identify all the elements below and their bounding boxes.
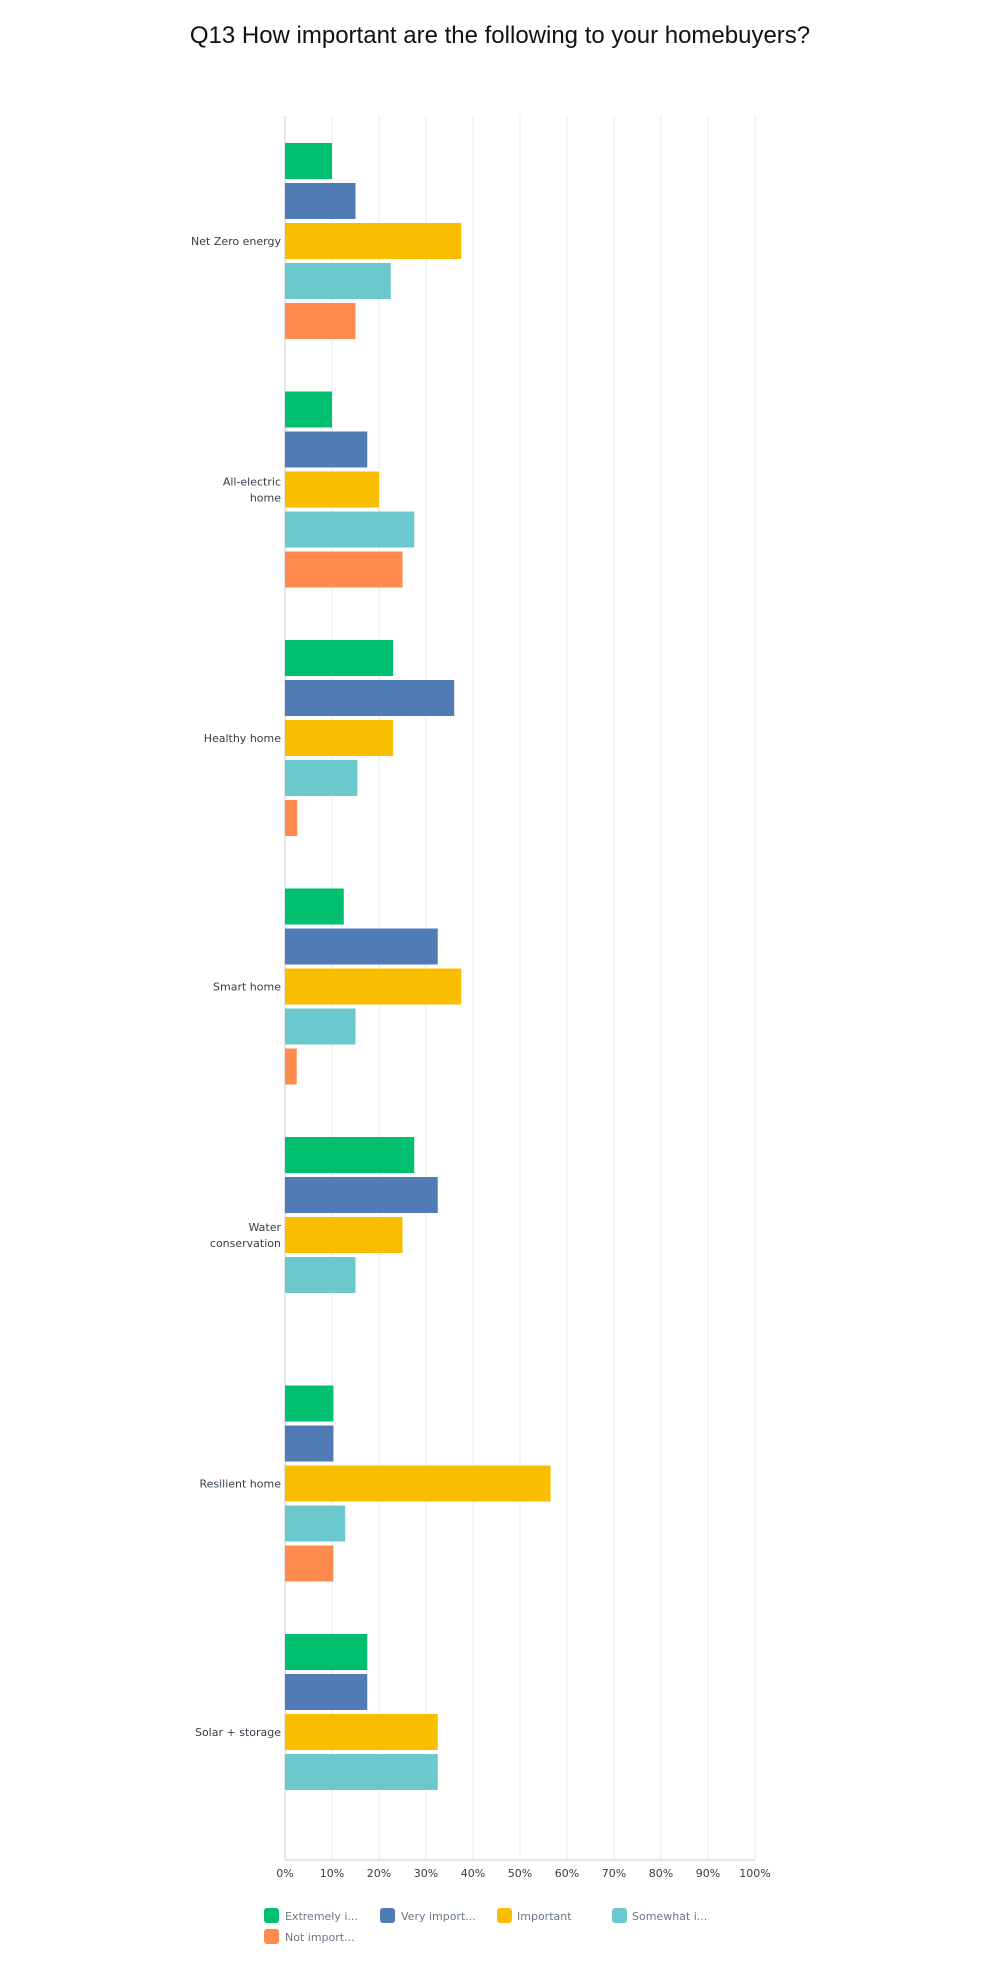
x-tick-label: 70% [602,1867,626,1880]
bar[interactable] [285,1634,368,1670]
category-label: Smart home [213,981,281,994]
bar[interactable] [285,1177,438,1213]
legend-label[interactable]: Not import... [285,1931,355,1944]
bar[interactable] [285,720,394,756]
bar[interactable] [285,1048,297,1085]
bar[interactable] [285,1545,334,1582]
legend-swatch[interactable] [264,1908,279,1923]
x-axis-ticks: 0% 10% 20% 30% 40% 50% 60% 70% 80% 90% 100% [276,1867,770,1880]
category-label: home [250,492,281,505]
x-tick-label: 80% [649,1867,673,1880]
legend-label[interactable]: Extremely i... [285,1910,358,1923]
bar[interactable] [285,1465,551,1502]
bar[interactable] [285,640,394,676]
x-tick-label: 90% [696,1867,720,1880]
bar[interactable] [285,928,438,965]
bar[interactable] [285,968,462,1005]
category-label: Water [248,1221,281,1234]
category-labels: Net Zero energy All-electric home Healthy h… [191,235,281,1739]
bar[interactable] [285,511,415,548]
bar[interactable] [285,1425,334,1462]
category-label: Healthy home [204,732,282,745]
x-tick-label: 20% [367,1867,391,1880]
category-label: Resilient home [199,1478,281,1491]
bar[interactable] [285,431,368,468]
x-tick-label: 100% [739,1867,770,1880]
bar[interactable] [285,1714,438,1750]
bar[interactable] [285,471,379,508]
bar[interactable] [285,1505,346,1542]
x-tick-label: 50% [508,1867,532,1880]
x-tick-label: 60% [555,1867,579,1880]
bar[interactable] [285,223,462,259]
legend-swatch[interactable] [264,1929,279,1944]
legend-swatch[interactable] [612,1908,627,1923]
bar[interactable] [285,1385,334,1422]
bar[interactable] [285,680,455,716]
bars [285,143,551,1790]
category-label: All-electric [223,476,281,489]
legend-swatch[interactable] [497,1908,512,1923]
bar[interactable] [285,303,356,339]
bar[interactable] [285,143,332,179]
legend-label[interactable]: Very import... [401,1910,476,1923]
x-tick-label: 0% [276,1867,293,1880]
legend-swatch[interactable] [380,1908,395,1923]
chart-title: Q13 How important are the following to y… [189,22,811,49]
category-label: conservation [210,1237,281,1250]
bar[interactable] [285,391,332,428]
bar[interactable] [285,800,298,836]
bar[interactable] [285,1674,368,1710]
bar[interactable] [285,183,356,219]
bar[interactable] [285,1754,438,1790]
bar[interactable] [285,888,344,925]
x-tick-label: 10% [320,1867,344,1880]
legend-label[interactable]: Important [517,1910,572,1923]
category-label: Net Zero energy [191,235,281,248]
x-tick-label: 40% [461,1867,485,1880]
legend-label[interactable]: Somewhat i... [632,1910,707,1923]
bar[interactable] [285,551,403,588]
bar[interactable] [285,1217,403,1253]
x-tick-label: 30% [414,1867,438,1880]
bar[interactable] [285,760,358,796]
bar[interactable] [285,1257,356,1293]
bar[interactable] [285,1137,415,1173]
bar[interactable] [285,263,391,299]
category-label: Solar + storage [195,1726,281,1739]
bar[interactable] [285,1008,356,1045]
legend: Extremely i... Very import... Important Som… [264,1908,707,1944]
